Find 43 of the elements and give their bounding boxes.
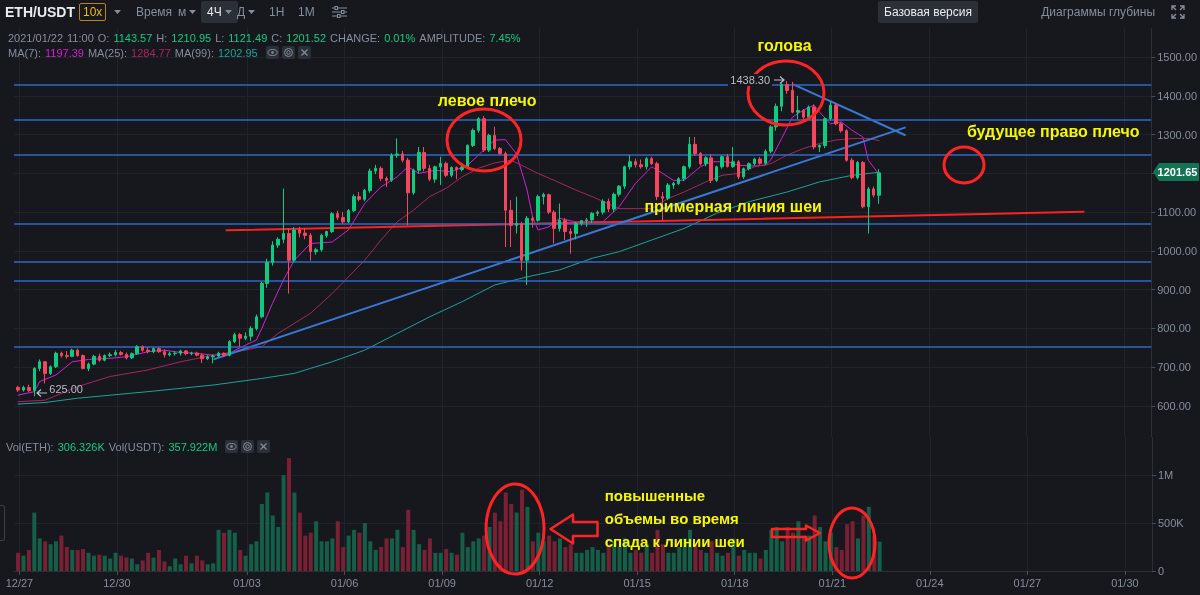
y-tick-label: 600.00 [1157,399,1191,412]
text: м [178,5,187,19]
x-tick-label: 01/03 [233,576,261,589]
y-tick-label: 500K [1158,517,1185,530]
x-tick-label: 12/27 [5,576,34,589]
x-tick-label: 01/15 [623,576,651,589]
y-tick-label: 1300.00 [1157,128,1197,141]
annotation: левое плечо [437,92,537,110]
text: Время [136,5,173,19]
text: 1201.65 [1157,166,1198,178]
annotation: 1438.30 [728,73,773,86]
text: 10x [79,3,107,21]
y-tick-label: 0 [1158,565,1165,577]
text: Диаграммы глубины [1041,5,1155,19]
x-tick-label: 01/06 [330,576,359,589]
y-tick-label: 1000.00 [1157,244,1197,257]
annotation: повышенные объемы во время спада к линии шеи [604,486,745,552]
x-tick-label: 01/12 [525,576,554,589]
y-tick-label: 900.00 [1157,283,1191,296]
annotation: будущее право плечо [966,123,1140,141]
text: Д [237,5,246,19]
text: 1Н [269,5,285,19]
x-tick-label: 01/24 [916,576,944,589]
y-tick-label: 1500.00 [1157,51,1197,64]
annotation: Vol(ETH): 306.326K Vol(USDT): 357.922M [6,440,218,453]
x-tick-label: 12/30 [103,576,131,589]
text: 2021/01/22 11:00 O: 1143.57 H: 1210.95 L: 1121.49 C: 1201.52 CHANGE: 0.01% AMPLITUDE: 7.45% [8,32,521,44]
x-tick-label: 01/18 [720,576,749,589]
annotation: голова [757,37,812,55]
text: 4Ч [207,5,222,19]
annotation: MA(7): 1197.39 MA(25): 1284.77 MA(99): 1202.95 [8,46,258,59]
y-tick-label: 1100.00 [1157,206,1197,219]
x-tick-label: 01/21 [818,576,847,589]
text: 1М [298,5,315,19]
y-tick-label: 800.00 [1157,322,1191,335]
y-tick-label: 1400.00 [1157,89,1197,102]
x-tick-label: 01/27 [1013,576,1042,589]
x-tick-label: 01/09 [428,576,456,589]
text: Базовая версия [884,5,972,19]
y-tick-label: 700.00 [1157,361,1191,374]
y-tick-label: 1M [1158,469,1174,482]
x-tick-label: 01/30 [1111,576,1139,589]
chart-title: ETH/USDT [5,4,75,20]
